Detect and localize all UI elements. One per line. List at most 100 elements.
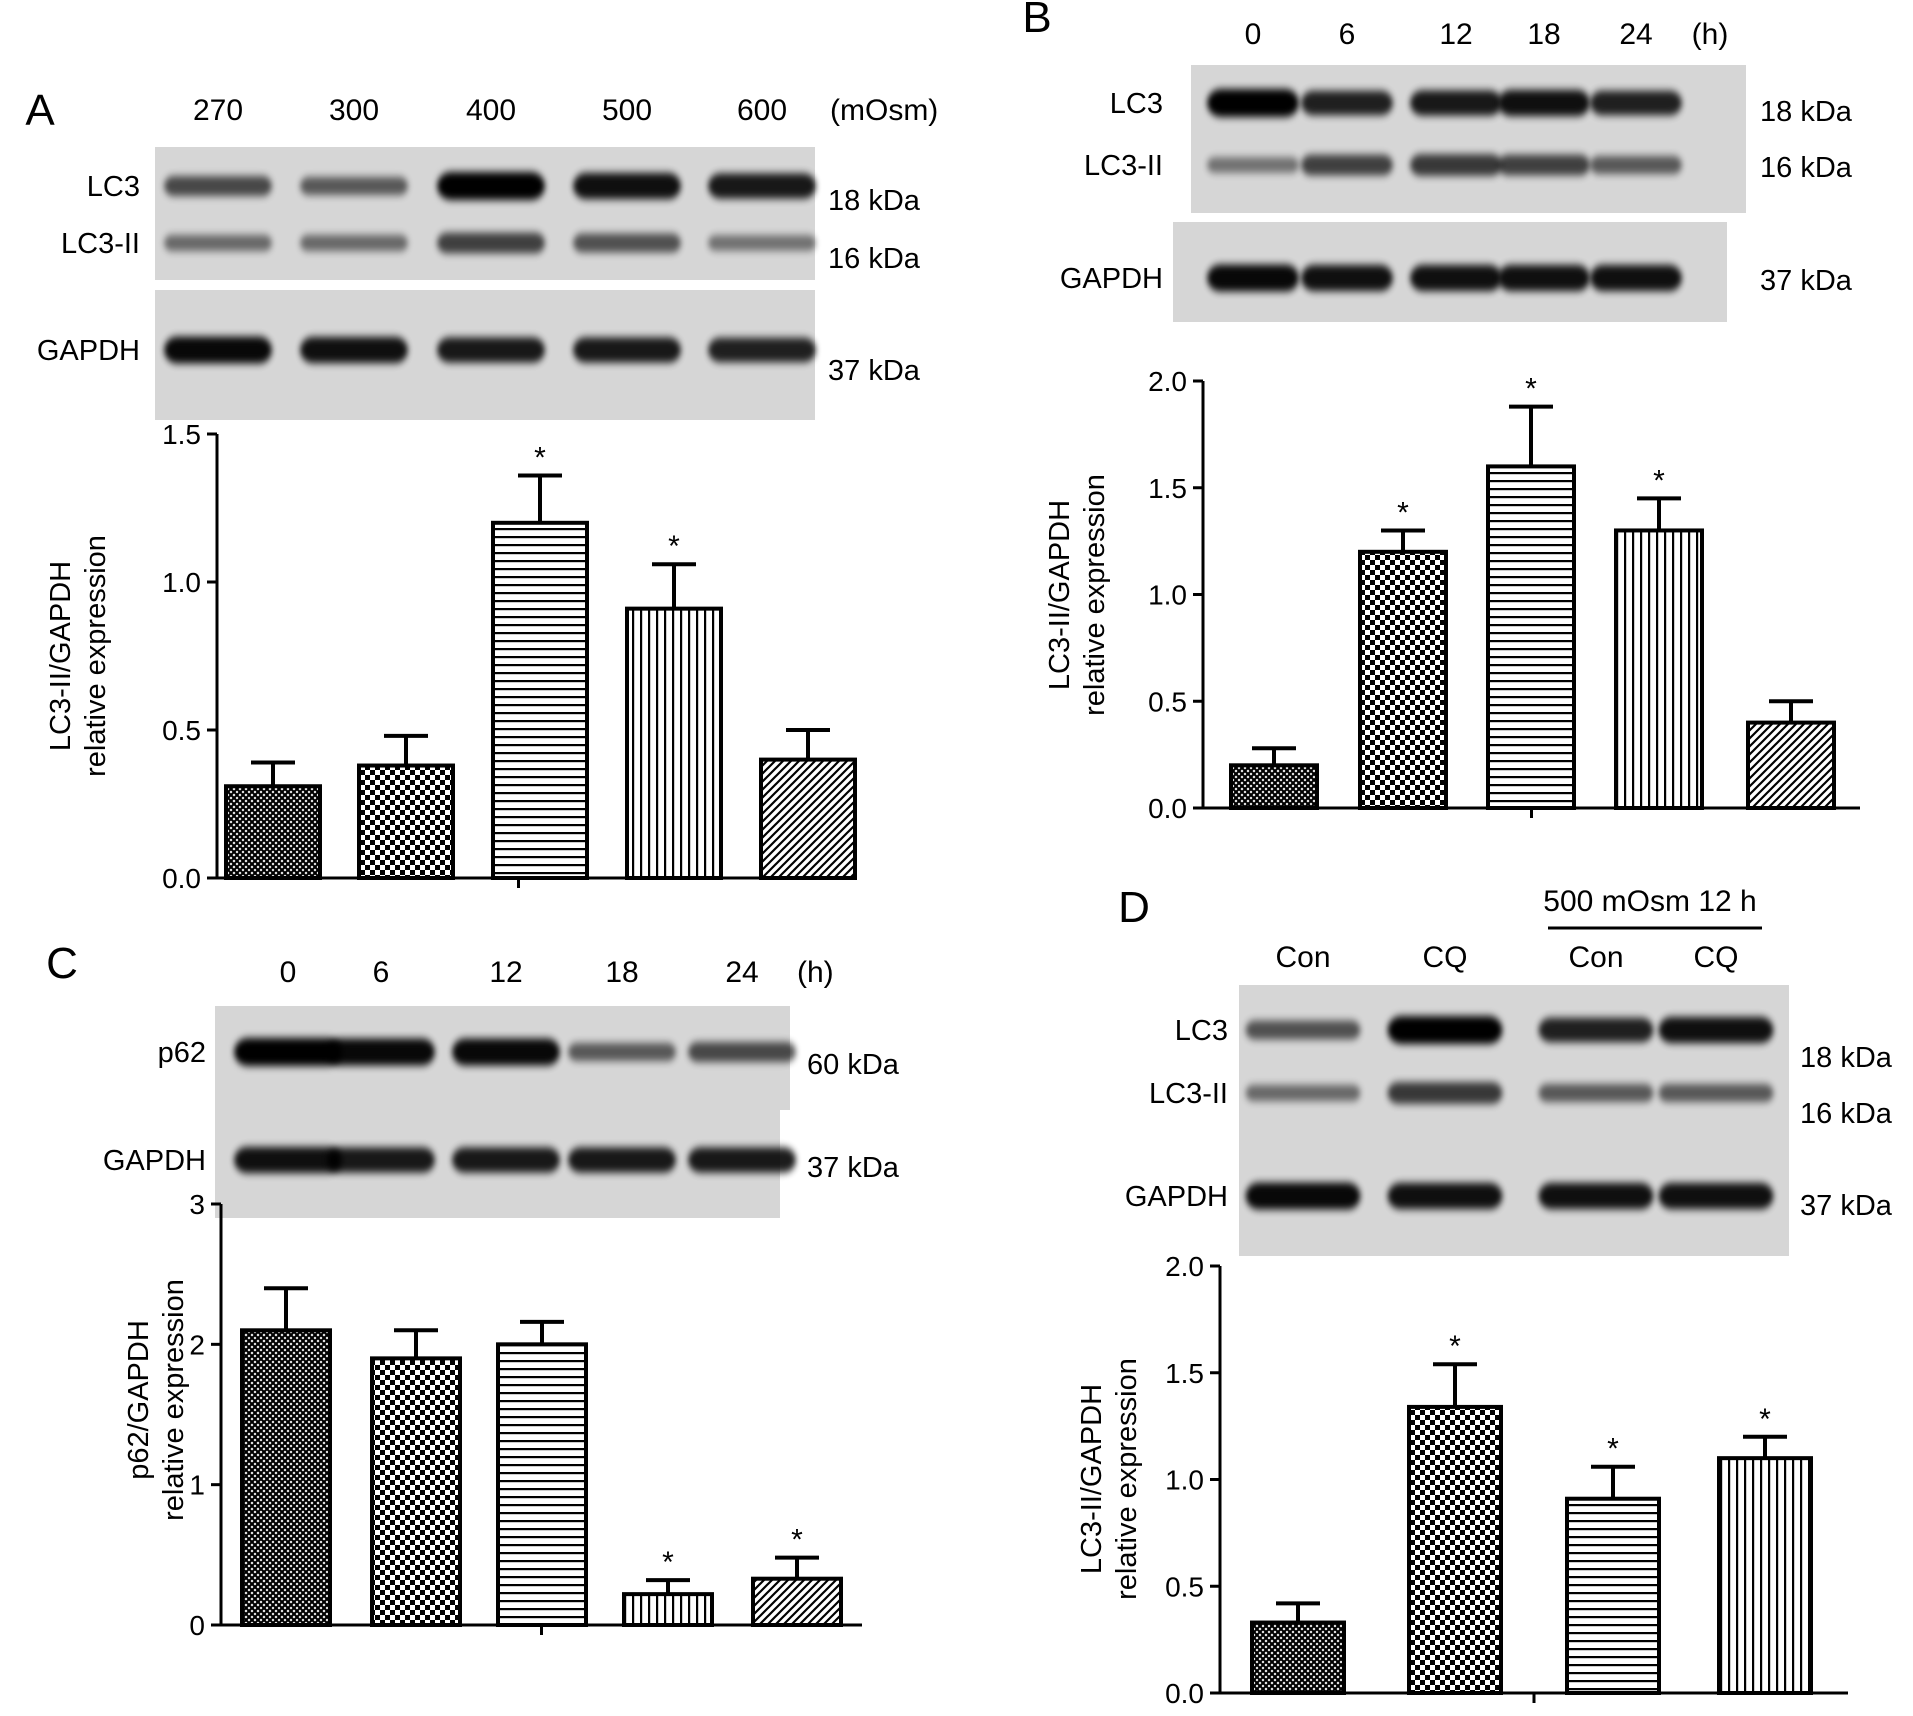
blot-band	[327, 1038, 435, 1066]
y-tick-label: 1.0	[1148, 580, 1187, 611]
blot-row-label: LC3	[1110, 88, 1163, 120]
blot-band	[1538, 1017, 1654, 1043]
bar	[1250, 1620, 1346, 1696]
bar	[357, 763, 455, 881]
blot-band	[688, 1147, 796, 1173]
blot-band	[568, 1042, 676, 1062]
blot-band	[708, 235, 816, 251]
significance-asterisk: *	[1397, 496, 1409, 529]
blot-row-label: GAPDH	[1125, 1181, 1228, 1213]
blot-band	[573, 172, 681, 200]
lane-label: 18	[605, 956, 638, 989]
blot-band	[1498, 89, 1590, 117]
blot-band	[568, 1147, 676, 1173]
blot-band	[1387, 1016, 1503, 1044]
molecular-weight-label: 37 kDa	[1800, 1190, 1893, 1222]
blot-band	[1410, 90, 1502, 116]
blot-band	[1301, 90, 1393, 116]
y-axis-label-line2: relative expression	[158, 1279, 190, 1521]
blot-band	[300, 336, 408, 364]
y-tick-label: 1	[189, 1470, 205, 1501]
blot-band	[452, 1147, 560, 1173]
y-axis-label: LC3-II/GAPDH	[45, 561, 77, 751]
blot-row-label: LC3	[87, 171, 140, 203]
significance-asterisk: *	[662, 1546, 674, 1579]
blot-band	[1245, 1020, 1361, 1040]
bar-chart: LC3-II/GAPDH relative expression 0.0 0.5 1.0…	[1076, 1251, 1848, 1709]
molecular-weight-label: 37 kDa	[828, 355, 921, 387]
blot-membrane	[1191, 65, 1746, 213]
western-blot: GAPDH 37 kDa	[103, 1110, 900, 1218]
blot-band	[1498, 154, 1590, 176]
blot-row-label: LC3-II	[61, 228, 140, 260]
y-tick-label: 0.0	[1165, 1678, 1204, 1709]
blot-band	[1207, 89, 1299, 117]
blot-band	[1538, 1083, 1654, 1103]
bar	[370, 1356, 462, 1628]
blot-row-label: p62	[158, 1037, 206, 1069]
bar	[751, 1576, 843, 1627]
significance-asterisk: *	[1449, 1330, 1461, 1363]
blot-membrane	[155, 147, 815, 280]
blot-row-label: GAPDH	[103, 1145, 206, 1177]
y-tick-label: 0.5	[1165, 1571, 1204, 1602]
significance-asterisk: *	[791, 1524, 803, 1557]
lane-label: 18	[1527, 18, 1560, 51]
y-tick-label: 2	[189, 1329, 205, 1360]
blot-band	[1658, 1083, 1774, 1103]
significance-asterisk: *	[1759, 1403, 1771, 1436]
lane-label: 300	[329, 94, 379, 127]
bar	[491, 520, 589, 880]
blot-band	[1410, 264, 1502, 292]
y-tick-label: 1.5	[1148, 473, 1187, 504]
y-tick-label: 3	[189, 1189, 205, 1220]
western-blot: GAPDH 37 kDa	[1060, 222, 1853, 322]
western-blot: GAPDH 37 kDa	[37, 290, 921, 420]
significance-asterisk: *	[1607, 1433, 1619, 1466]
lane-label: 12	[1439, 18, 1472, 51]
y-axis-label: p62/GAPDH	[123, 1320, 155, 1480]
y-tick-label: 1.0	[1165, 1465, 1204, 1496]
panel-b: B 0 6 12 18 24 (h) LC3 LC3-II 18 kDa 16 kDa GAPDH 37…	[1022, 0, 1860, 824]
blot-band	[300, 234, 408, 252]
lane-label: 600	[737, 94, 787, 127]
panel-label: D	[1118, 883, 1150, 932]
blot-band	[1658, 1016, 1774, 1044]
blot-band	[708, 337, 816, 363]
significance-asterisk: *	[1653, 464, 1665, 497]
bar	[625, 606, 723, 880]
y-tick-label: 0.0	[1148, 793, 1187, 824]
y-tick-label: 1.5	[162, 419, 201, 450]
panel-label: C	[46, 939, 78, 988]
significance-asterisk: *	[668, 530, 680, 563]
blot-band	[1245, 1084, 1361, 1102]
lane-unit-label: (h)	[1692, 18, 1729, 51]
blot-band	[437, 232, 545, 254]
western-blot: LC3 LC3-II 18 kDa 16 kDa	[1149, 985, 1893, 1140]
western-blot: LC3 LC3-II 18 kDa 16 kDa	[61, 147, 921, 280]
blot-band	[1301, 154, 1393, 176]
molecular-weight-label: 18 kDa	[828, 185, 921, 217]
bar-chart: LC3-II/GAPDH relative expression 0.0 0.5 1.0…	[1044, 366, 1860, 824]
molecular-weight-label: 37 kDa	[807, 1152, 900, 1184]
y-axis-label-line2: relative expression	[80, 535, 112, 777]
blot-band	[688, 1042, 796, 1062]
blot-band	[1498, 264, 1590, 292]
blot-band	[708, 173, 816, 199]
blot-band	[1387, 1182, 1503, 1210]
lane-label: CQ	[1694, 941, 1739, 974]
blot-band	[1245, 1182, 1361, 1210]
bar	[1407, 1404, 1503, 1696]
bar	[1229, 763, 1319, 810]
bar	[1486, 464, 1576, 810]
blot-band	[1410, 154, 1502, 176]
lane-label: 400	[466, 94, 516, 127]
lane-label: 6	[373, 956, 390, 989]
bar	[1565, 1496, 1661, 1695]
blot-band	[1207, 157, 1299, 173]
blot-band	[1590, 264, 1682, 292]
y-axis-label: LC3-II/GAPDH	[1076, 1384, 1108, 1574]
western-blot: LC3 LC3-II 18 kDa 16 kDa	[1084, 65, 1853, 213]
panel-label: A	[25, 86, 55, 135]
